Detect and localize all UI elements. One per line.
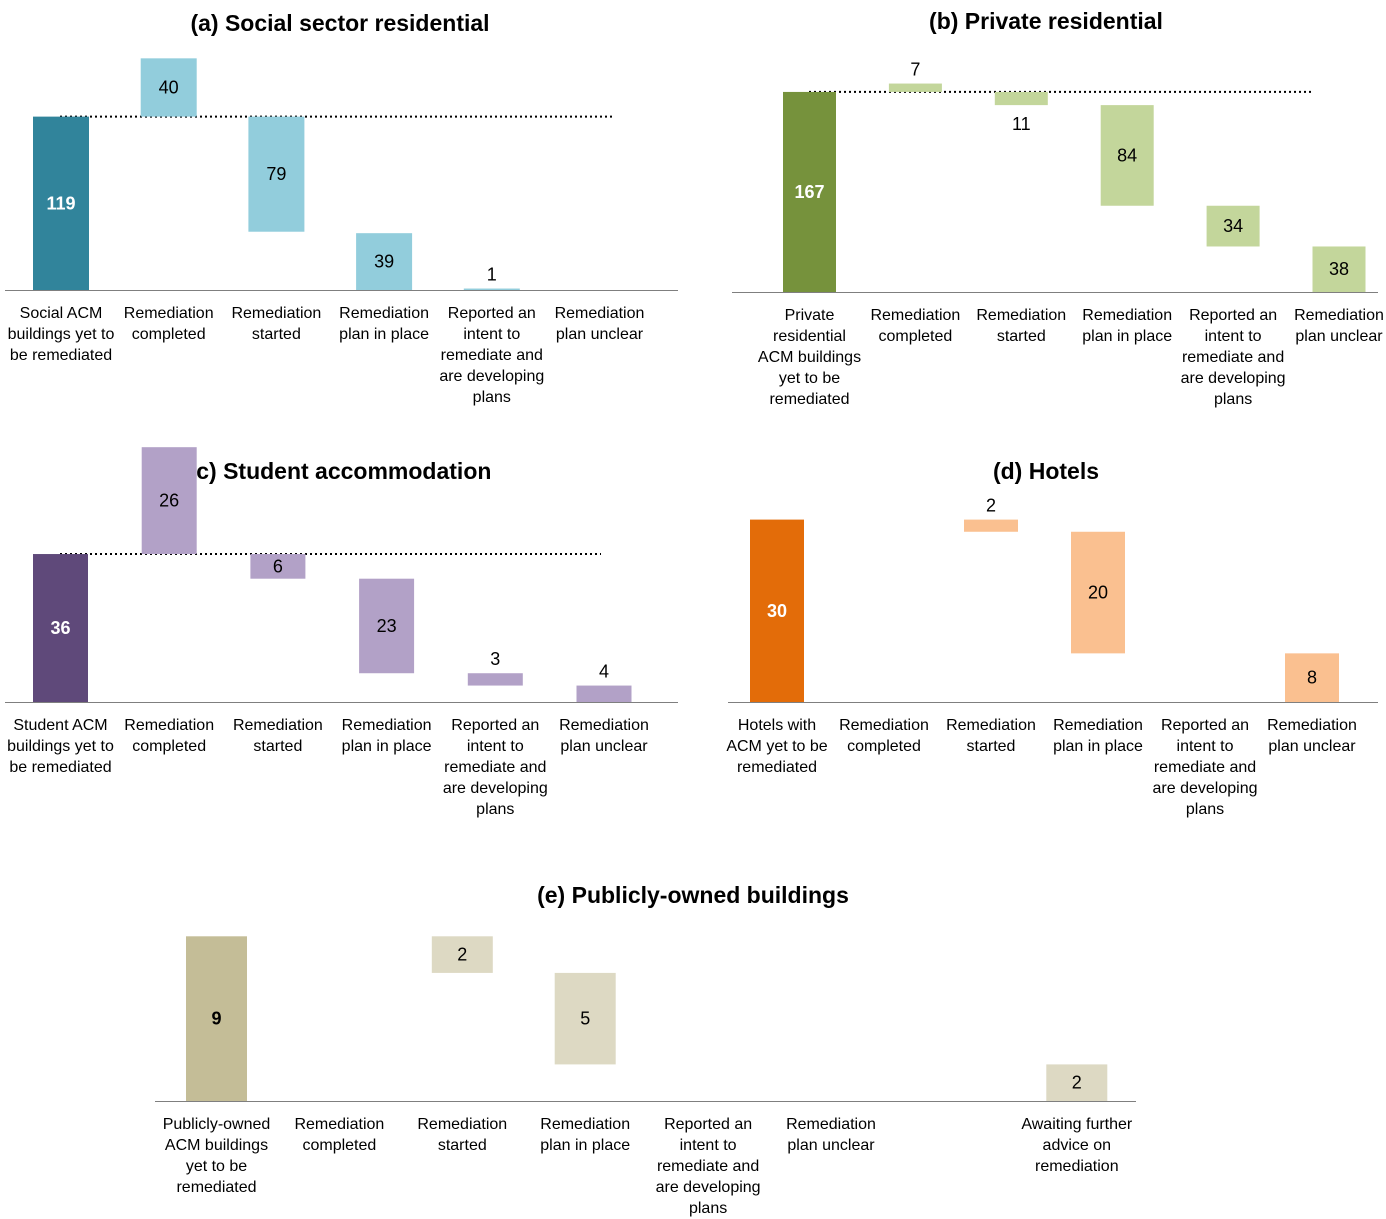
category-label: Reported an intent to remediate and are … bbox=[1152, 717, 1258, 818]
data-label: 119 bbox=[46, 193, 75, 213]
panel-hotels: (d) Hotels 30 2 20 8 Hotels with ACM yet to… bbox=[706, 440, 1386, 860]
data-label: 84 bbox=[1117, 145, 1137, 165]
data-label: 79 bbox=[266, 164, 286, 184]
step-bar bbox=[463, 288, 520, 290]
category-label: Remediation completed bbox=[870, 307, 961, 345]
chart-plot: 36 26 6 23 3 4 bbox=[5, 447, 678, 703]
data-label: 5 bbox=[580, 1009, 590, 1029]
category-label: Remediation started bbox=[232, 717, 323, 755]
category-label: Remediation plan in place bbox=[1053, 717, 1143, 755]
step-bar bbox=[1046, 1064, 1108, 1101]
category-label: Awaiting further advice on remediation bbox=[1021, 1116, 1133, 1175]
category-label: Reported an intent to remediate and are … bbox=[1180, 307, 1286, 408]
data-label: 38 bbox=[1329, 259, 1349, 279]
chart-title: (a) Social sector residential bbox=[190, 10, 490, 36]
category-label: Private residential ACM buildings yet to… bbox=[757, 307, 862, 408]
step-bar bbox=[431, 936, 493, 973]
category-label: Remediation plan in place bbox=[540, 1116, 631, 1154]
step-bar bbox=[1071, 531, 1125, 654]
category-label: Student ACM buildings yet to be remediat… bbox=[7, 717, 114, 776]
data-label: 34 bbox=[1223, 216, 1243, 236]
data-label: 23 bbox=[377, 616, 397, 636]
data-label: 3 bbox=[490, 649, 500, 669]
category-label: Publicly-owned ACM buildings yet to be r… bbox=[162, 1116, 271, 1196]
chart-title: (d) Hotels bbox=[992, 458, 1100, 484]
chart-plot: 167 7 11 84 34 38 bbox=[732, 60, 1378, 293]
step-bar bbox=[1285, 653, 1339, 702]
chart-plot: 119 40 79 39 1 bbox=[5, 58, 678, 291]
category-label: Remediation plan unclear bbox=[554, 305, 645, 343]
chart-title: (b) Private residential bbox=[929, 8, 1163, 34]
data-label: 2 bbox=[1072, 1073, 1082, 1093]
category-label: Hotels with ACM yet to be remediated bbox=[726, 717, 828, 776]
total-bar bbox=[186, 936, 247, 1101]
data-label: 167 bbox=[794, 182, 824, 202]
step-bar bbox=[141, 447, 197, 555]
data-label: 39 bbox=[374, 252, 394, 272]
data-label: 30 bbox=[767, 601, 787, 621]
step-bar bbox=[1206, 205, 1260, 247]
total-bar bbox=[783, 91, 836, 293]
chart-plot: 9 2 5 2 bbox=[155, 936, 1136, 1102]
step-bar bbox=[359, 578, 415, 674]
category-label: Remediation started bbox=[417, 1116, 508, 1154]
data-label: 4 bbox=[599, 662, 609, 682]
category-label: Remediation started bbox=[231, 305, 322, 343]
step-bar bbox=[576, 685, 632, 702]
data-label: 7 bbox=[910, 60, 920, 80]
category-label: Remediation plan unclear bbox=[786, 1116, 876, 1154]
data-label: 2 bbox=[986, 496, 996, 516]
data-label: 26 bbox=[159, 491, 179, 511]
category-label: Reported an intent to remediate and are … bbox=[442, 717, 548, 818]
chart-title: (e) Publicly-owned buildings bbox=[537, 882, 849, 908]
step-bar bbox=[964, 519, 1018, 532]
total-bar bbox=[33, 554, 88, 702]
step-bar bbox=[1312, 246, 1366, 292]
data-label: 2 bbox=[457, 945, 467, 965]
data-label: 11 bbox=[1012, 114, 1031, 134]
category-label: Remediation plan in place bbox=[1082, 307, 1173, 345]
data-label: 20 bbox=[1088, 583, 1108, 603]
panel-publicly-owned: (e) Publicly-owned buildings 9 2 5 2 Public… bbox=[0, 860, 1386, 1219]
data-label: 36 bbox=[50, 618, 70, 638]
data-label: 9 bbox=[211, 1009, 221, 1029]
category-label: Remediation plan unclear bbox=[1294, 307, 1384, 345]
panel-student-accommodation: (c) Student accommodation 36 26 6 23 3 4 Stud… bbox=[0, 440, 680, 860]
step-bar bbox=[248, 116, 305, 232]
category-label: Remediation started bbox=[946, 717, 1036, 755]
category-label: Reported an intent to remediate and are … bbox=[439, 305, 545, 406]
category-label: Remediation completed bbox=[123, 305, 214, 343]
data-label: 1 bbox=[487, 265, 497, 285]
category-label: Remediation plan unclear bbox=[559, 717, 649, 755]
category-label: Remediation completed bbox=[839, 717, 929, 755]
step-bar bbox=[554, 972, 616, 1065]
total-bar bbox=[750, 519, 804, 702]
step-bar bbox=[994, 91, 1048, 106]
step-bar bbox=[140, 58, 197, 117]
panel-social-sector: (a) Social sector residential 119 40 79 39 1… bbox=[0, 0, 680, 440]
category-label: Reported an intent to remediate and are … bbox=[655, 1116, 761, 1217]
category-label: Remediation started bbox=[976, 307, 1067, 345]
chart-plot: 30 2 20 8 bbox=[728, 496, 1378, 703]
data-label: 40 bbox=[159, 77, 179, 97]
step-bar bbox=[356, 233, 413, 290]
step-bar bbox=[1100, 105, 1154, 206]
chart-title: (c) Student accommodation bbox=[188, 458, 492, 484]
panel-private-residential: (b) Private residential 167 7 11 84 34 38 Pri… bbox=[706, 0, 1386, 440]
category-label: Remediation plan unclear bbox=[1267, 717, 1357, 755]
step-bar bbox=[467, 673, 523, 686]
step-bar bbox=[250, 554, 306, 579]
category-label: Remediation completed bbox=[294, 1116, 385, 1154]
step-bar bbox=[888, 83, 942, 92]
category-label: Social ACM buildings yet to be remediate… bbox=[7, 305, 115, 364]
data-label: 6 bbox=[273, 556, 283, 576]
data-label: 8 bbox=[1307, 668, 1317, 688]
total-bar bbox=[33, 116, 89, 290]
category-label: Remediation plan in place bbox=[341, 717, 432, 755]
category-label: Remediation completed bbox=[124, 717, 215, 755]
category-label: Remediation plan in place bbox=[339, 305, 430, 343]
